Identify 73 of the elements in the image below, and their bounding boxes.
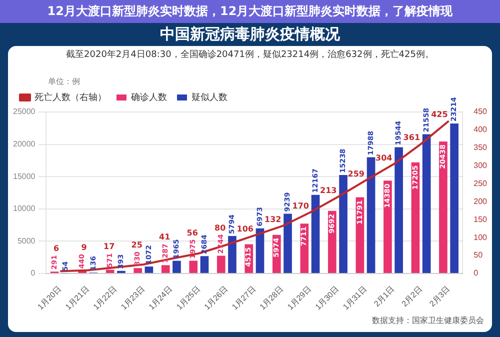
x-tick-label: 1月31日 <box>341 284 368 312</box>
legend-label: 疑似人数 <box>192 92 228 102</box>
x-tick-label: 2月1日 <box>372 284 396 308</box>
data-label: 56 <box>186 228 198 238</box>
bar <box>384 180 392 273</box>
y-tick-label: 25000 <box>12 107 36 116</box>
bar <box>366 157 376 273</box>
data-label: 361 <box>403 133 420 142</box>
data-label: 17 <box>104 242 115 252</box>
y2-tick-label: 350 <box>474 143 488 152</box>
x-tick-label: 1月27日 <box>230 284 258 312</box>
bar <box>228 236 236 273</box>
x-tick-label: 1月30日 <box>314 284 341 312</box>
chart-title: 中国新冠病毒肺炎疫情概况 <box>159 25 341 44</box>
y-tick-label: 10000 <box>12 204 36 214</box>
y2-tick-label: 200 <box>474 196 488 206</box>
bar <box>339 175 348 273</box>
data-label: 213 <box>320 186 337 196</box>
y2-tick-label: 50 <box>474 250 484 260</box>
bar <box>311 194 320 273</box>
legend-label: 死亡人数（右轴） <box>34 92 106 102</box>
x-tick-label: 2月2日 <box>400 284 424 308</box>
y-tick-label: 0 <box>30 268 36 278</box>
y-tick-label: 20000 <box>12 139 36 148</box>
bar <box>200 256 209 273</box>
y2-tick-label: 400 <box>474 125 488 134</box>
x-tick-label: 1月25日 <box>174 284 202 312</box>
y2-tick-label: 300 <box>474 161 488 170</box>
text: 单位：例 <box>48 76 80 87</box>
data-label: 9 <box>81 243 88 252</box>
y2-tick-label: 250 <box>474 178 488 188</box>
text: 数据支持：国家卫生健康委员会 <box>371 315 484 326</box>
bar <box>284 214 292 273</box>
data-label: 6 <box>54 244 60 254</box>
data-label: 170 <box>292 202 310 211</box>
y2-tick-label: 100 <box>474 232 488 242</box>
x-tick-label: 1月24日 <box>147 284 174 312</box>
y-tick-label: 5000 <box>17 236 36 246</box>
x-tick-label: 1月20日 <box>36 284 64 312</box>
data-label: 25 <box>131 240 143 250</box>
y-tick-label: 15000 <box>12 172 36 181</box>
data-label: 41 <box>159 232 171 242</box>
x-tick-label: 1月22日 <box>91 284 119 312</box>
text: 12月大渡口新型肺炎实时数据，12月大渡口新型肺炎实时数据，了解疫情现 <box>0 0 500 23</box>
x-tick-label: 1月23日 <box>119 284 146 312</box>
bar <box>394 147 403 273</box>
bar <box>172 260 181 273</box>
bar <box>106 270 114 273</box>
bar <box>450 124 458 273</box>
bar <box>134 268 142 273</box>
x-tick-label: 1月21日 <box>64 284 91 312</box>
bar <box>189 260 198 273</box>
bar <box>422 134 431 273</box>
x-tick-label: 2月3日 <box>428 284 452 308</box>
bar <box>144 266 154 273</box>
bar <box>256 228 264 273</box>
y2-tick-label: 450 <box>474 107 488 116</box>
data-label: 106 <box>236 224 254 234</box>
data-label: 259 <box>348 170 365 179</box>
data-label: 304 <box>376 153 393 162</box>
legend-label: 确诊人数 <box>130 92 167 102</box>
x-tick-label: 1月28日 <box>258 284 286 312</box>
x-tick-label: 1月26日 <box>202 284 230 312</box>
bar <box>439 141 448 273</box>
data-label: 425 <box>431 110 448 120</box>
bar <box>216 256 226 273</box>
y2-tick-label: 0 <box>474 268 479 278</box>
chart-subtitle: 截至2020年2月4日08:30，全国确诊20471例，疑似23214例，治愈632例，死亡425例。 <box>65 48 435 61</box>
x-tick-label: 1月29日 <box>286 284 313 312</box>
data-label: 132 <box>264 215 282 224</box>
data-label: 80 <box>214 223 226 232</box>
bar <box>161 265 170 273</box>
y2-tick-label: 150 <box>474 214 488 224</box>
